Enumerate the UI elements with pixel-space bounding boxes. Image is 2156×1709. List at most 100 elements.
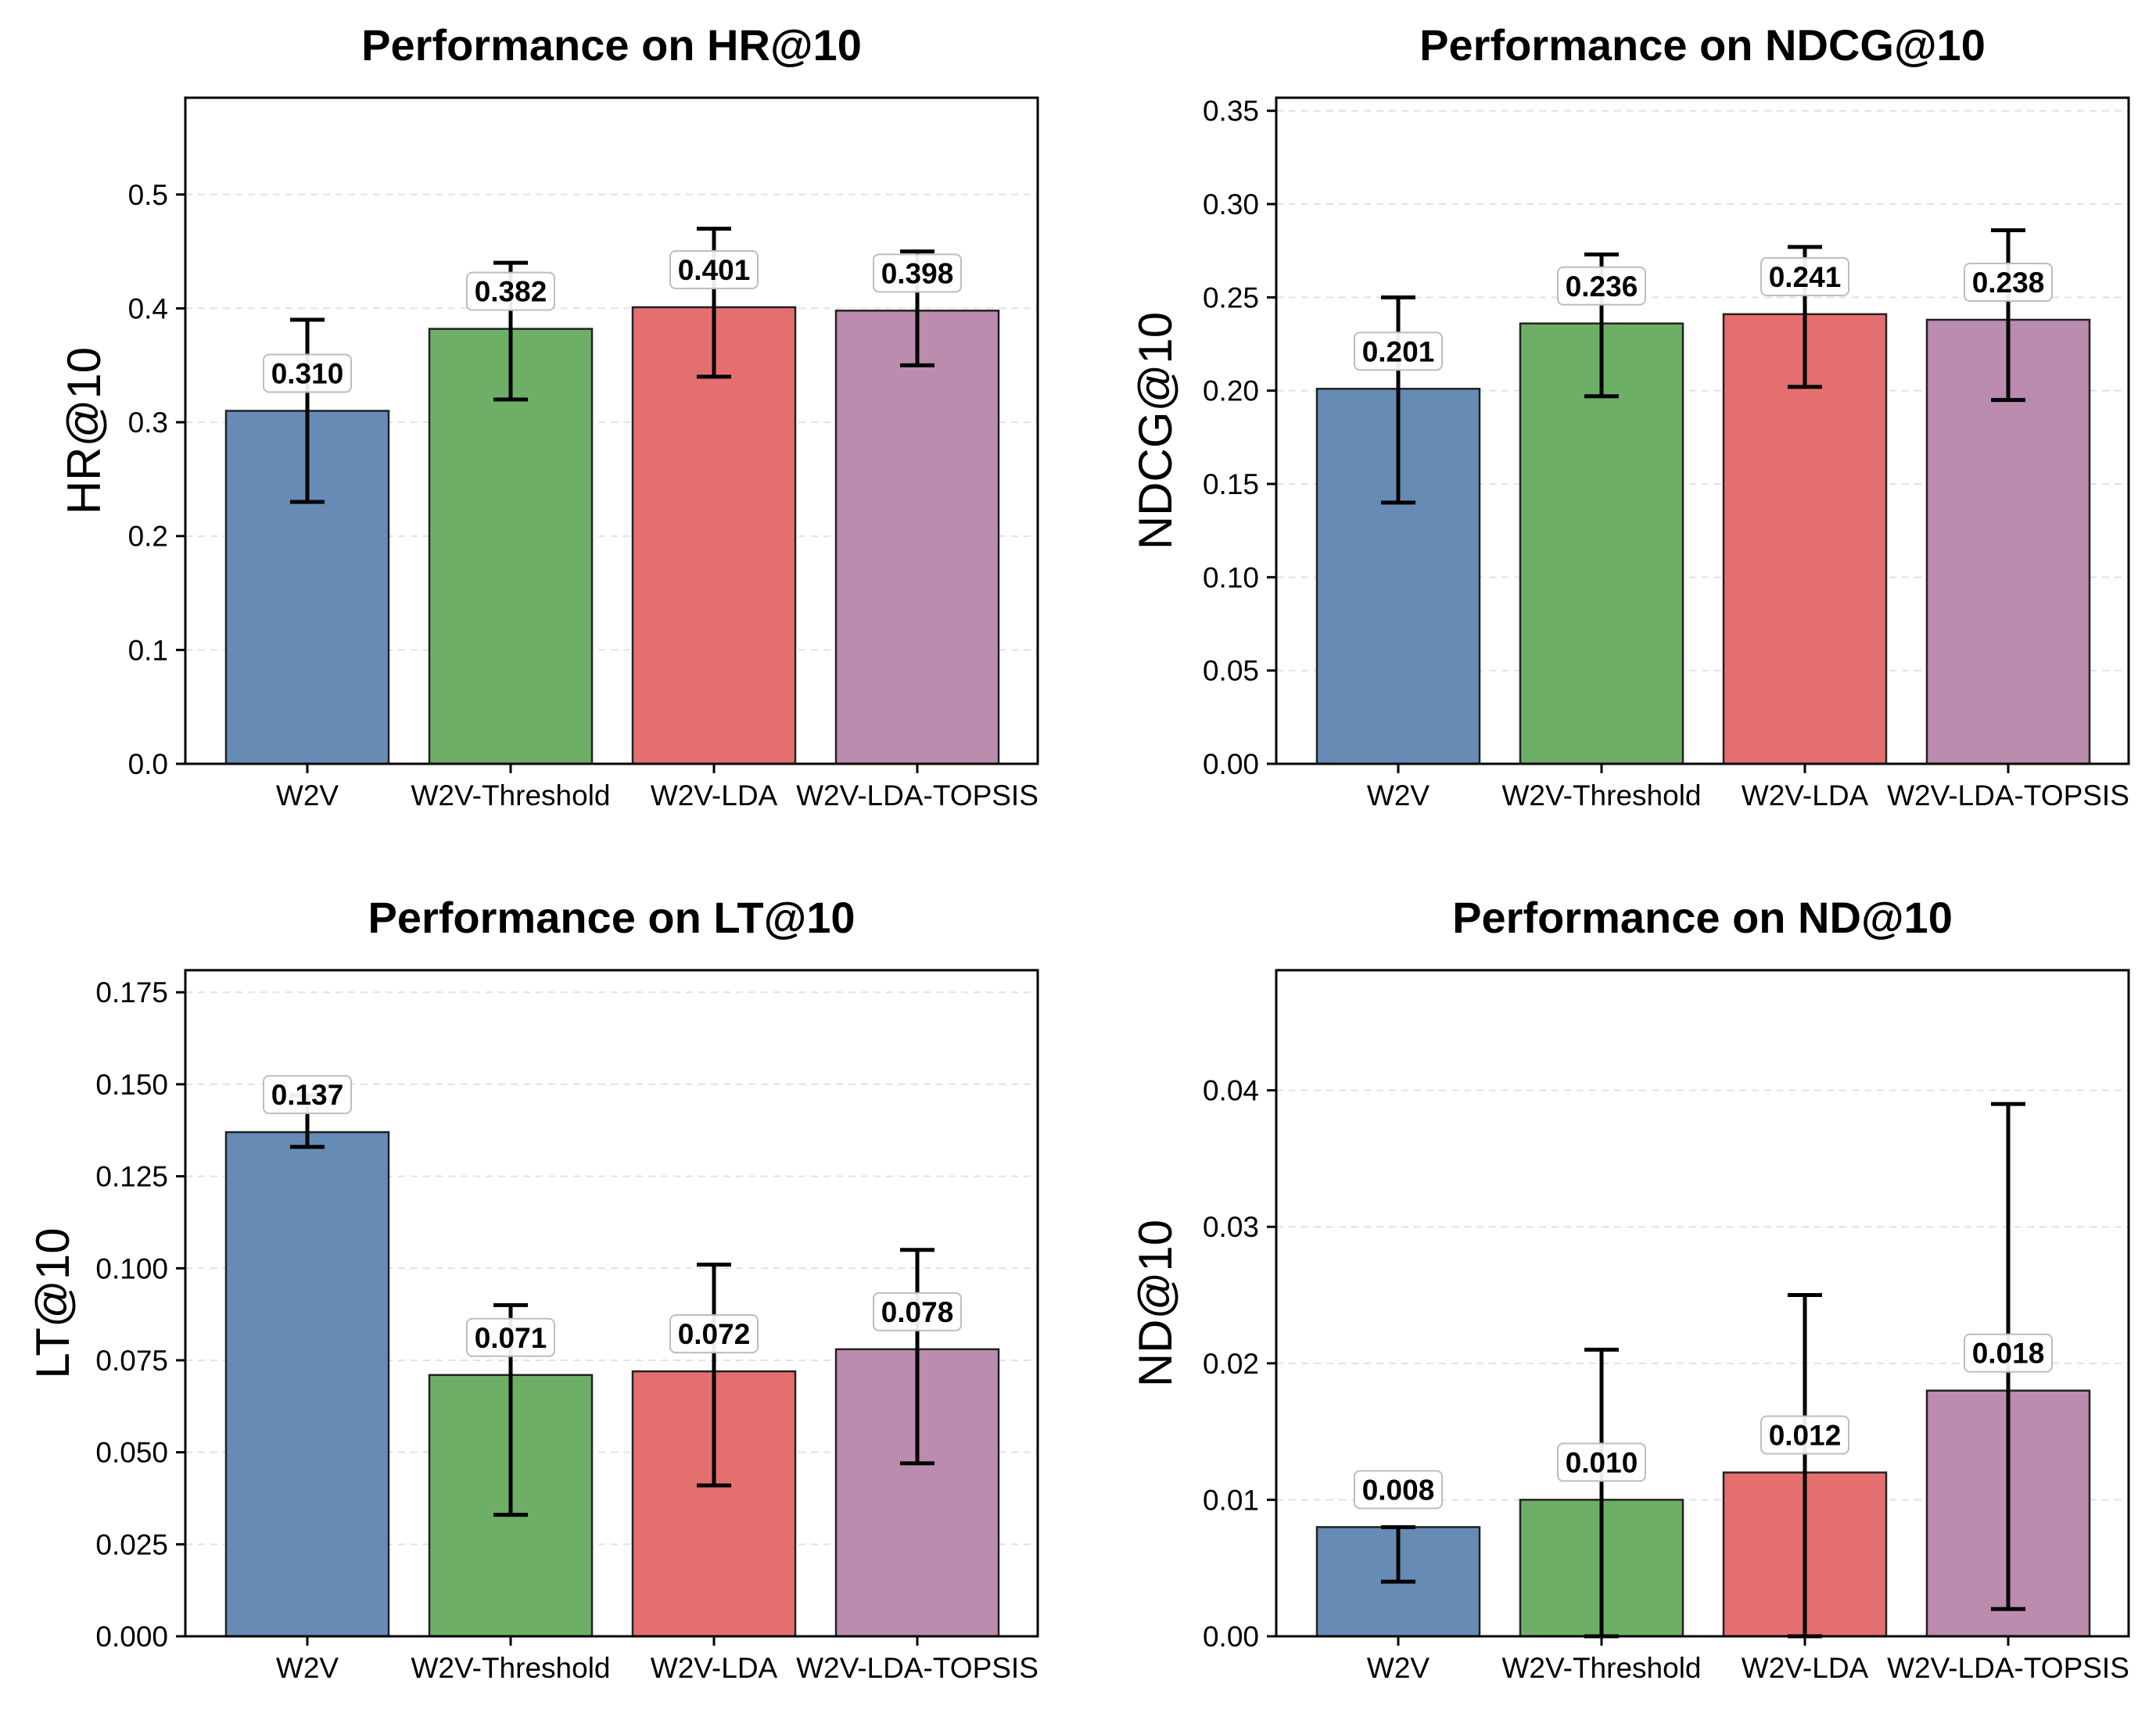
value-label-text: 0.201	[1362, 335, 1435, 367]
y-axis-label: LT@10	[27, 1227, 79, 1378]
plot-frame	[1275, 969, 2130, 1638]
y-tick-label: 0.30	[1203, 188, 1259, 220]
value-label-text: 0.137	[271, 1079, 344, 1111]
y-tick-label: 0.100	[95, 1252, 168, 1284]
plot-frame	[184, 96, 1039, 765]
bar-w2v	[224, 1130, 390, 1638]
y-tick-label: 0.1	[128, 634, 168, 666]
value-label: 0.078	[873, 1292, 962, 1331]
value-label: 0.238	[1964, 263, 2053, 302]
x-tick-label: W2V-Threshold	[1502, 1652, 1702, 1684]
y-tick-label: 0.05	[1203, 655, 1259, 687]
value-label-text: 0.018	[1972, 1338, 2045, 1370]
y-tick-label: 0.2	[128, 521, 168, 553]
y-tick-label: 0.050	[95, 1437, 168, 1469]
y-tick-label: 0.075	[95, 1345, 168, 1377]
value-label-text: 0.071	[475, 1322, 547, 1354]
value-label-text: 0.310	[271, 358, 344, 390]
y-tick-label: 0.15	[1203, 468, 1259, 500]
x-tick-label: W2V	[1367, 779, 1430, 812]
y-tick-label: 0.25	[1203, 281, 1259, 313]
x-tick-label: W2V-LDA-TOPSIS	[1887, 1652, 2129, 1684]
chart-panel-1: 0.310 0.382 0.401 0.398 0.0 0.1 0.2 0.3 0.4 0.5 W2…	[58, 20, 1039, 812]
y-axis-label: ND@10	[1129, 1220, 1182, 1387]
y-tick-label: 0.025	[95, 1528, 168, 1560]
y-tick-label: 0.03	[1203, 1211, 1259, 1243]
value-label-text: 0.241	[1769, 261, 1842, 293]
y-tick-label: 0.4	[128, 292, 168, 324]
chart-panel-3: 0.137 0.071 0.072 0.078 0.000 0.025 0.050 0.075…	[27, 893, 1039, 1684]
x-tick-label: W2V	[1367, 1652, 1430, 1684]
error-bar	[900, 1248, 935, 1466]
x-tick-label: W2V-LDA	[1742, 1652, 1869, 1684]
y-tick-label: 0.175	[95, 976, 168, 1009]
value-label-text: 0.236	[1566, 271, 1638, 303]
chart-title: Performance on HR@10	[361, 20, 862, 70]
x-tick-label: W2V	[276, 779, 339, 812]
value-label: 0.008	[1354, 1470, 1443, 1510]
y-tick-label: 0.150	[95, 1069, 168, 1101]
x-tick-label: W2V	[276, 1652, 339, 1684]
x-tick-label: W2V-Threshold	[411, 1652, 611, 1684]
bar-w2v-lda-topsis	[834, 310, 1000, 765]
x-tick-label: W2V-LDA	[1742, 779, 1869, 812]
chart-title: Performance on NDCG@10	[1419, 20, 1986, 70]
y-tick-label: 0.00	[1203, 1621, 1259, 1653]
x-tick-label: W2V-LDA	[651, 779, 778, 812]
value-label-text: 0.238	[1972, 267, 2045, 299]
x-tick-label: W2V-LDA	[651, 1652, 778, 1684]
value-label-text: 0.012	[1769, 1419, 1842, 1451]
y-tick-label: 0.20	[1203, 375, 1259, 407]
chart-panel-2: 0.201 0.236 0.241 0.238 0.00 0.05 0.10 0.15 0.20…	[1129, 20, 2130, 812]
x-tick-label: W2V-LDA-TOPSIS	[796, 779, 1039, 812]
value-label-text: 0.008	[1362, 1474, 1435, 1506]
value-label: 0.241	[1760, 256, 1849, 296]
value-label: 0.398	[873, 253, 962, 293]
chart-title: Performance on ND@10	[1452, 893, 1953, 942]
bar-w2v-lda	[1722, 313, 1888, 765]
value-label: 0.201	[1354, 331, 1443, 371]
y-tick-label: 0.02	[1203, 1348, 1259, 1380]
x-tick-label: W2V-LDA-TOPSIS	[1887, 779, 2129, 812]
value-label: 0.310	[263, 353, 352, 393]
chart-title: Performance on LT@10	[368, 893, 855, 942]
y-axis-label: NDCG@10	[1129, 312, 1182, 550]
chart-panel-4: 0.008 0.010 0.012 0.018 0.00 0.01 0.02 0.03 0.04…	[1129, 893, 2130, 1684]
value-label: 0.382	[466, 271, 555, 311]
y-tick-label: 0.10	[1203, 561, 1259, 593]
value-label-text: 0.382	[475, 276, 547, 308]
y-tick-label: 0.01	[1203, 1484, 1259, 1516]
bar-w2v-lda	[631, 306, 797, 765]
plot-frame	[1275, 96, 2130, 765]
y-tick-label: 0.000	[95, 1621, 168, 1653]
error-bar	[1991, 228, 2025, 403]
value-label-text: 0.010	[1566, 1446, 1638, 1478]
x-tick-label: W2V-Threshold	[1502, 779, 1702, 812]
value-label: 0.012	[1760, 1415, 1849, 1455]
plot-frame	[184, 969, 1039, 1638]
y-tick-label: 0.0	[128, 748, 168, 780]
value-label-text: 0.401	[678, 254, 751, 286]
y-tick-label: 0.125	[95, 1161, 168, 1193]
value-label: 0.137	[263, 1075, 352, 1115]
error-bar	[697, 1263, 731, 1488]
error-bar	[1381, 1524, 1415, 1584]
value-label-text: 0.072	[678, 1318, 751, 1350]
y-axis-label: HR@10	[58, 347, 110, 514]
value-label: 0.401	[669, 249, 759, 289]
error-bar	[1381, 295, 1415, 505]
value-label-text: 0.078	[881, 1296, 954, 1328]
y-tick-label: 0.00	[1203, 748, 1259, 780]
value-label: 0.072	[669, 1314, 759, 1354]
y-tick-label: 0.3	[128, 407, 168, 439]
y-tick-label: 0.5	[128, 179, 168, 211]
error-bar	[290, 317, 325, 504]
x-tick-label: W2V-LDA-TOPSIS	[796, 1652, 1039, 1684]
value-label: 0.010	[1557, 1442, 1646, 1482]
x-tick-label: W2V-Threshold	[411, 779, 611, 812]
y-tick-label: 0.04	[1203, 1075, 1259, 1107]
y-tick-label: 0.35	[1203, 95, 1259, 127]
value-label: 0.236	[1557, 266, 1646, 306]
value-label-text: 0.398	[881, 257, 954, 289]
